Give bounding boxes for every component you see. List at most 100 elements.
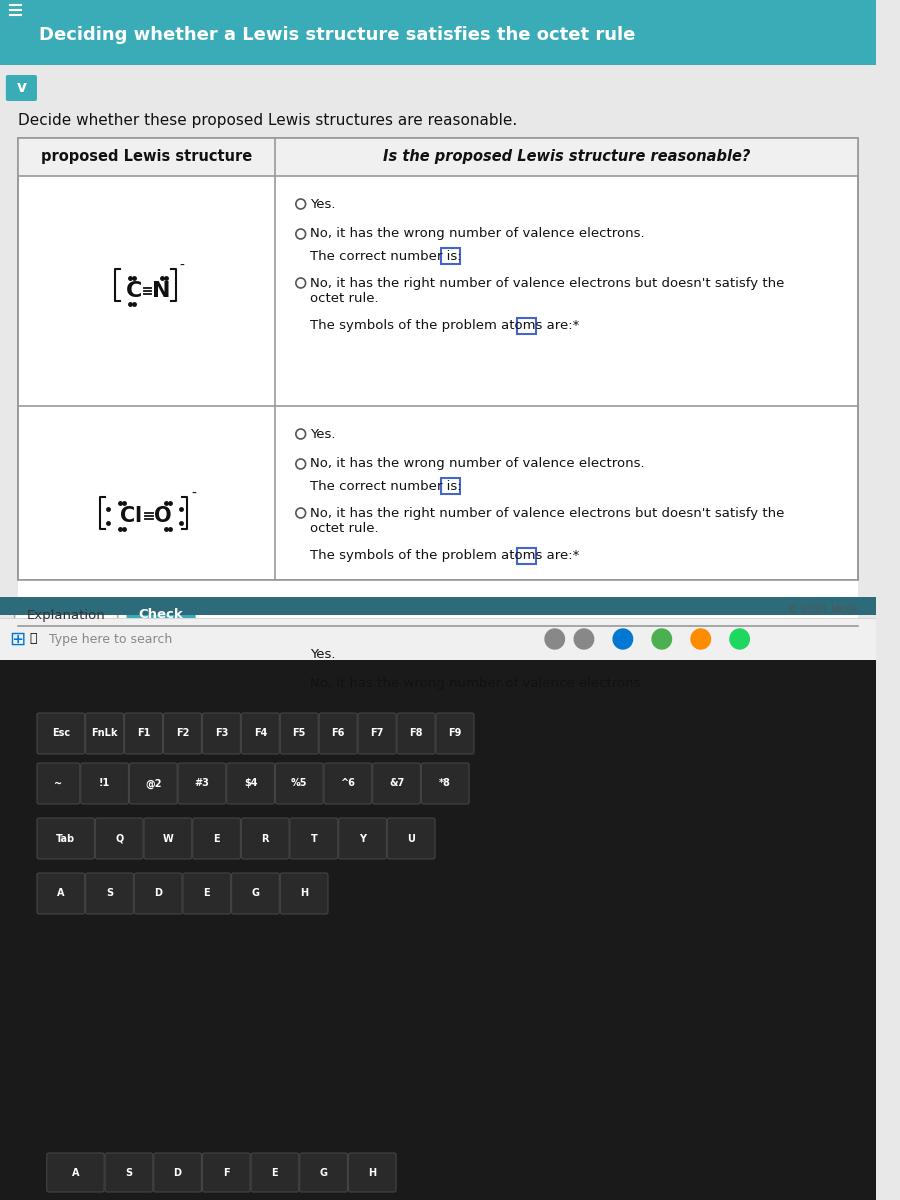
FancyBboxPatch shape — [280, 713, 319, 754]
Text: The correct number is:: The correct number is: — [310, 480, 462, 492]
Text: R: R — [262, 834, 269, 844]
FancyBboxPatch shape — [154, 1153, 202, 1192]
Text: ^6: ^6 — [340, 779, 356, 788]
Circle shape — [613, 629, 633, 649]
Text: 🔍: 🔍 — [30, 632, 37, 646]
Text: &7: &7 — [389, 779, 404, 788]
Text: v: v — [16, 80, 26, 96]
FancyBboxPatch shape — [95, 818, 143, 859]
Text: Is the proposed Lewis structure reasonable?: Is the proposed Lewis structure reasonab… — [383, 150, 751, 164]
Text: A: A — [57, 888, 65, 899]
FancyBboxPatch shape — [105, 1153, 153, 1192]
Text: !1: !1 — [99, 779, 110, 788]
FancyBboxPatch shape — [37, 818, 94, 859]
Text: D: D — [174, 1168, 182, 1178]
FancyBboxPatch shape — [290, 818, 338, 859]
Text: $\mathbf{C}$: $\mathbf{C}$ — [125, 280, 141, 302]
Text: F7: F7 — [371, 728, 383, 738]
FancyBboxPatch shape — [144, 818, 192, 859]
Text: G: G — [320, 1168, 328, 1178]
FancyBboxPatch shape — [280, 874, 328, 914]
Text: F3: F3 — [215, 728, 228, 738]
FancyBboxPatch shape — [202, 1153, 250, 1192]
FancyBboxPatch shape — [81, 763, 129, 804]
Text: E: E — [203, 888, 210, 899]
FancyBboxPatch shape — [241, 818, 289, 859]
FancyBboxPatch shape — [358, 713, 396, 754]
Text: D: D — [154, 888, 162, 899]
Bar — [0, 618, 876, 660]
Text: F6: F6 — [331, 728, 345, 738]
Text: H: H — [368, 1168, 376, 1178]
FancyBboxPatch shape — [348, 1153, 396, 1192]
FancyBboxPatch shape — [5, 74, 37, 101]
Bar — [441, 248, 460, 264]
Text: Yes.: Yes. — [310, 427, 336, 440]
FancyBboxPatch shape — [202, 713, 240, 754]
FancyBboxPatch shape — [300, 1153, 347, 1192]
Text: Yes.: Yes. — [310, 198, 336, 210]
Text: The symbols of the problem atoms are:*: The symbols of the problem atoms are:* — [310, 550, 580, 563]
Text: Deciding whether a Lewis structure satisfies the octet rule: Deciding whether a Lewis structure satis… — [39, 26, 635, 44]
FancyBboxPatch shape — [421, 763, 469, 804]
FancyBboxPatch shape — [124, 713, 163, 754]
Text: T: T — [310, 834, 317, 844]
Text: FnLk: FnLk — [92, 728, 118, 738]
Text: @2: @2 — [145, 779, 161, 788]
Text: octet rule.: octet rule. — [310, 522, 379, 535]
FancyBboxPatch shape — [275, 763, 323, 804]
Text: H: H — [300, 888, 308, 899]
Text: S: S — [125, 1168, 132, 1178]
FancyBboxPatch shape — [193, 818, 240, 859]
Circle shape — [545, 629, 564, 649]
Bar — [0, 596, 876, 614]
FancyBboxPatch shape — [86, 874, 133, 914]
FancyBboxPatch shape — [373, 763, 420, 804]
FancyBboxPatch shape — [320, 713, 357, 754]
Bar — [517, 318, 536, 334]
Text: E: E — [213, 834, 220, 844]
Text: $\mathbf{N}$: $\mathbf{N}$ — [151, 280, 170, 302]
Text: -: - — [180, 259, 184, 272]
Text: ⊞: ⊞ — [9, 630, 26, 648]
Text: %5: %5 — [291, 779, 308, 788]
FancyBboxPatch shape — [37, 874, 85, 914]
Text: No, it has the wrong number of valence electrons.: No, it has the wrong number of valence e… — [310, 228, 645, 240]
Text: No, it has the wrong number of valence electrons.: No, it has the wrong number of valence e… — [310, 678, 645, 690]
Text: Tab: Tab — [56, 834, 76, 844]
Text: Explanation: Explanation — [27, 608, 105, 622]
Text: F9: F9 — [448, 728, 462, 738]
Text: Y: Y — [359, 834, 366, 844]
FancyBboxPatch shape — [241, 713, 279, 754]
Text: No, it has the wrong number of valence electrons.: No, it has the wrong number of valence e… — [310, 457, 645, 470]
FancyBboxPatch shape — [134, 874, 182, 914]
Text: Decide whether these proposed Lewis structures are reasonable.: Decide whether these proposed Lewis stru… — [17, 113, 517, 127]
FancyBboxPatch shape — [338, 818, 386, 859]
Bar — [17, 580, 859, 626]
FancyBboxPatch shape — [0, 0, 876, 65]
Text: proposed Lewis structure: proposed Lewis structure — [40, 150, 252, 164]
Text: Yes.: Yes. — [310, 648, 336, 660]
Bar — [17, 138, 859, 580]
Text: Type here to search: Type here to search — [49, 632, 172, 646]
Text: F5: F5 — [292, 728, 306, 738]
FancyBboxPatch shape — [227, 763, 274, 804]
FancyBboxPatch shape — [183, 874, 230, 914]
Text: The symbols of the problem atoms are:*: The symbols of the problem atoms are:* — [310, 319, 580, 332]
Bar — [17, 138, 859, 580]
Text: Esc: Esc — [52, 728, 70, 738]
Text: F8: F8 — [410, 728, 423, 738]
Bar — [17, 138, 859, 176]
Circle shape — [691, 629, 710, 649]
FancyBboxPatch shape — [127, 598, 195, 632]
FancyBboxPatch shape — [436, 713, 474, 754]
Text: W: W — [163, 834, 174, 844]
Text: -: - — [191, 487, 196, 502]
FancyBboxPatch shape — [130, 763, 177, 804]
FancyBboxPatch shape — [251, 1153, 299, 1192]
Text: © 2021 McGr: © 2021 McGr — [788, 605, 859, 614]
Text: F4: F4 — [254, 728, 267, 738]
FancyBboxPatch shape — [178, 763, 226, 804]
Text: $\mathbf{Cl}$: $\mathbf{Cl}$ — [119, 506, 141, 526]
Text: $\mathbf{O}$: $\mathbf{O}$ — [153, 506, 172, 526]
